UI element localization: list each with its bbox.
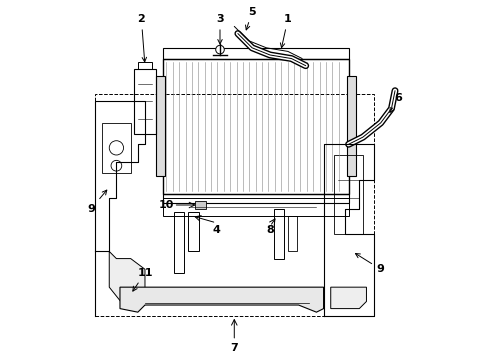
Bar [195,202,206,208]
Circle shape [109,141,123,155]
Text: 7: 7 [230,343,238,353]
Text: 5: 5 [245,7,256,30]
Text: 11: 11 [133,268,153,291]
Bar [163,194,348,203]
Bar [156,76,165,176]
Bar [334,155,363,234]
Bar [288,216,297,251]
Bar [138,62,152,69]
Bar [273,208,284,258]
Bar [163,198,348,216]
Polygon shape [109,251,145,305]
Text: 6: 6 [390,93,403,112]
Bar [173,212,184,273]
Polygon shape [120,287,323,312]
Text: 8: 8 [266,225,274,235]
Bar [134,69,156,134]
Bar [163,59,348,194]
Text: 10: 10 [159,200,174,210]
Circle shape [216,45,224,54]
Circle shape [111,160,122,171]
Text: 1: 1 [280,14,292,48]
Bar [347,76,356,176]
Text: 2: 2 [138,14,147,62]
Bar [188,212,198,251]
Bar [102,123,131,173]
Text: 9: 9 [355,253,385,274]
Polygon shape [331,287,367,309]
Text: 4: 4 [213,225,220,235]
Bar [95,94,373,316]
Bar [163,48,348,59]
Text: 3: 3 [216,14,224,44]
Text: 9: 9 [87,190,107,213]
